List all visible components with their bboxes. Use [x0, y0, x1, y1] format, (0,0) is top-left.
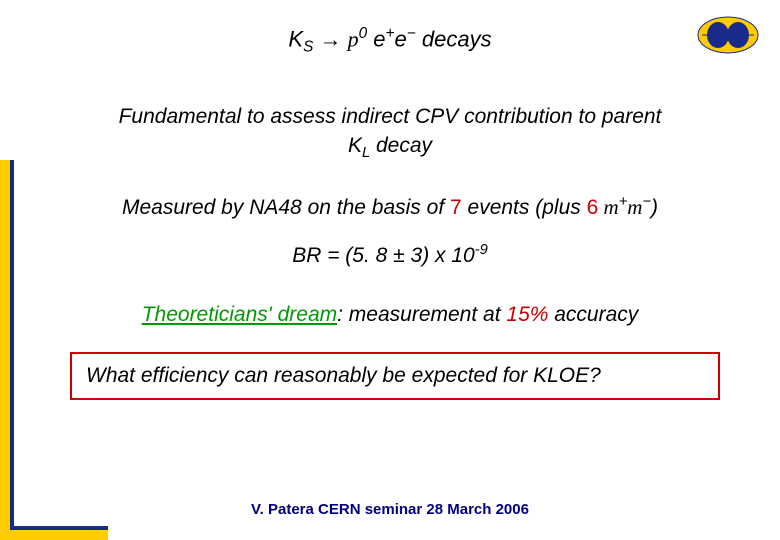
slide-title: KS → p0 e+e− decays — [0, 0, 780, 57]
kloe-logo — [696, 15, 760, 55]
footer-text: V. Patera CERN seminar 28 March 2006 — [0, 501, 780, 518]
measured-text: Measured by NA48 on the basis of 7 event… — [0, 194, 780, 220]
theoreticians-dream: Theoreticians' dream: measurement at 15%… — [0, 303, 780, 327]
corner-decoration — [0, 160, 108, 540]
fundamental-text: Fundamental to assess indirect CPV contr… — [0, 102, 780, 164]
question-box: What efficiency can reasonably be expect… — [70, 352, 720, 400]
branching-ratio: BR = (5. 8 ± 3) x 10-9 — [0, 242, 780, 268]
